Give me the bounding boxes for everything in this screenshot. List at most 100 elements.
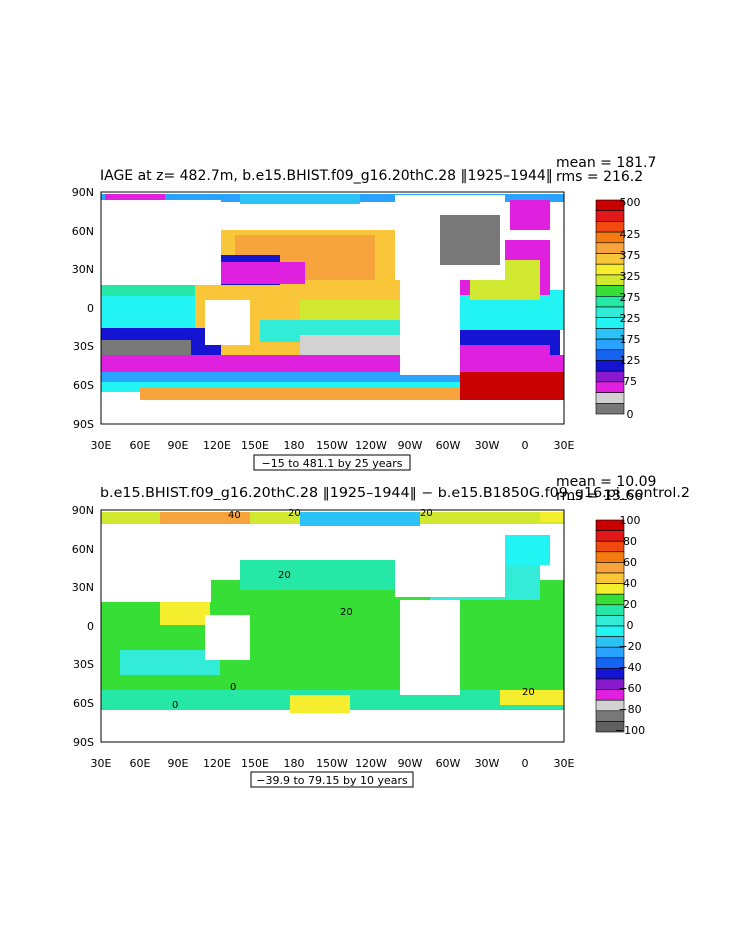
colorbar-label: 100 — [620, 514, 641, 527]
lon-label: 60E — [130, 439, 151, 452]
colorbar-swatch — [595, 625, 625, 637]
lat-label: 90S — [73, 736, 94, 749]
lon-label: 60E — [130, 757, 151, 770]
lon-label: 90E — [168, 757, 189, 770]
colorbar-label: 225 — [620, 312, 641, 325]
contour-labels: 20 40 20 20 20 20 0 0 — [172, 508, 535, 711]
lat-label: 60S — [73, 379, 94, 392]
colorbar-label: 275 — [620, 291, 641, 304]
lat-label: 60N — [72, 543, 94, 556]
difference-map-mean: mean = 10.09 — [556, 474, 656, 490]
colorbar-swatch — [595, 604, 625, 616]
colorbar-swatch — [595, 381, 625, 393]
age-map-range-note: −15 to 481.1 by 25 years — [262, 457, 403, 470]
lat-label: 0 — [87, 302, 94, 315]
colorbar-label: −60 — [618, 682, 641, 695]
difference-colorbar: 100 80 60 40 20 0 −20 −40 −60 −80 −100 — [595, 514, 645, 737]
colorbar-swatch — [595, 551, 625, 563]
colorbar-swatch — [595, 572, 625, 584]
colorbar-swatch — [595, 530, 625, 542]
age-map-panel: IAGE at z= 482.7m, b.e15.BHIST.f09_g16.2… — [72, 155, 656, 471]
lat-label: 90N — [72, 186, 94, 199]
difference-map-panel: b.e15.BHIST.f09_g16.20thC.28 ‖1925–1944‖… — [72, 474, 690, 788]
colorbar-swatch — [595, 540, 625, 553]
colorbar-swatches — [595, 519, 625, 733]
colorbar-label: 125 — [620, 354, 641, 367]
colorbar-label: 20 — [623, 598, 637, 611]
lon-label: 90W — [398, 439, 423, 452]
difference-map-lon-labels: 30E 60E 90E 120E 150E 180 150W 120W 90W … — [91, 757, 575, 770]
lon-label: 30E — [91, 757, 112, 770]
difference-map-rms: rms = 13.66 — [556, 488, 643, 504]
age-map-lon-labels: 30E 60E 90E 120E 150E 180 150W 120W 90W … — [91, 439, 575, 452]
colorbar-swatch — [595, 583, 625, 595]
colorbar-label: 75 — [623, 375, 637, 388]
contour-label: 20 — [522, 687, 535, 698]
contour-label: 20 — [340, 607, 353, 618]
lat-label: 30N — [72, 263, 94, 276]
lon-label: 150W — [316, 757, 348, 770]
lon-label: 0 — [522, 439, 529, 452]
contour-label: 40 — [228, 510, 241, 521]
colorbar-label: −100 — [615, 724, 645, 737]
age-map-rms: rms = 216.2 — [556, 169, 643, 185]
lon-label: 30E — [554, 757, 575, 770]
colorbar-swatch — [595, 402, 625, 415]
colorbar-swatch — [595, 562, 625, 574]
lon-label: 150E — [241, 439, 269, 452]
lon-label: 150E — [241, 757, 269, 770]
colorbar-label: 175 — [620, 333, 641, 346]
lon-label: 30E — [91, 439, 112, 452]
age-map-mean: mean = 181.7 — [556, 155, 656, 171]
contour-label: 0 — [172, 700, 178, 711]
contour-label: 20 — [278, 570, 291, 581]
lon-label: 180 — [284, 757, 305, 770]
difference-map-lat-labels: 90N 60N 30N 0 30S 60S 90S — [72, 504, 94, 749]
lon-label: 30W — [475, 439, 500, 452]
colorbar-swatch — [595, 210, 625, 222]
lon-label: 120W — [355, 757, 387, 770]
colorbar-swatch — [595, 593, 625, 606]
colorbar-label: 0 — [627, 619, 634, 632]
colorbar-label: 375 — [620, 249, 641, 262]
age-map-lat-labels: 90N 60N 30N 0 30S 60S 90S — [72, 186, 94, 431]
colorbar-label: −80 — [618, 703, 641, 716]
lon-label: 150W — [316, 439, 348, 452]
difference-map-range-note: −39.9 to 79.15 by 10 years — [256, 774, 408, 787]
colorbar-label: 0 — [627, 408, 634, 421]
lon-label: 30W — [475, 757, 500, 770]
colorbar-swatch — [595, 615, 625, 627]
lat-label: 60N — [72, 225, 94, 238]
colorbar-label: 500 — [620, 196, 641, 209]
lon-label: 90W — [398, 757, 423, 770]
lat-label: 90S — [73, 418, 94, 431]
age-map-frame — [100, 191, 565, 425]
lat-label: 60S — [73, 697, 94, 710]
lat-label: 90N — [72, 504, 94, 517]
colorbar-label: −40 — [618, 661, 641, 674]
lon-label: 120E — [203, 757, 231, 770]
lat-label: 0 — [87, 620, 94, 633]
colorbar-swatch — [595, 392, 625, 404]
colorbar-label: 60 — [623, 556, 637, 569]
difference-map-field — [101, 510, 564, 742]
age-colorbar: 500 425 375 325 275 225 175 125 75 0 — [595, 196, 641, 421]
colorbar-label: −20 — [618, 640, 641, 653]
lon-label: 120W — [355, 439, 387, 452]
difference-map-range-box — [250, 771, 414, 788]
lon-label: 0 — [522, 757, 529, 770]
age-map-title: IAGE at z= 482.7m, b.e15.BHIST.f09_g16.2… — [100, 168, 553, 184]
lat-label: 30S — [73, 340, 94, 353]
lon-label: 30E — [554, 439, 575, 452]
lon-label: 180 — [284, 439, 305, 452]
age-map-field — [101, 192, 564, 424]
colorbar-label: 425 — [620, 228, 641, 241]
lon-label: 60W — [436, 757, 461, 770]
difference-map-title: b.e15.BHIST.f09_g16.20thC.28 ‖1925–1944‖… — [100, 486, 690, 501]
contour-label: 0 — [230, 682, 236, 693]
lon-label: 90E — [168, 439, 189, 452]
colorbar-swatches — [595, 199, 625, 415]
lat-label: 30S — [73, 658, 94, 671]
colorbar-label: 40 — [623, 577, 637, 590]
